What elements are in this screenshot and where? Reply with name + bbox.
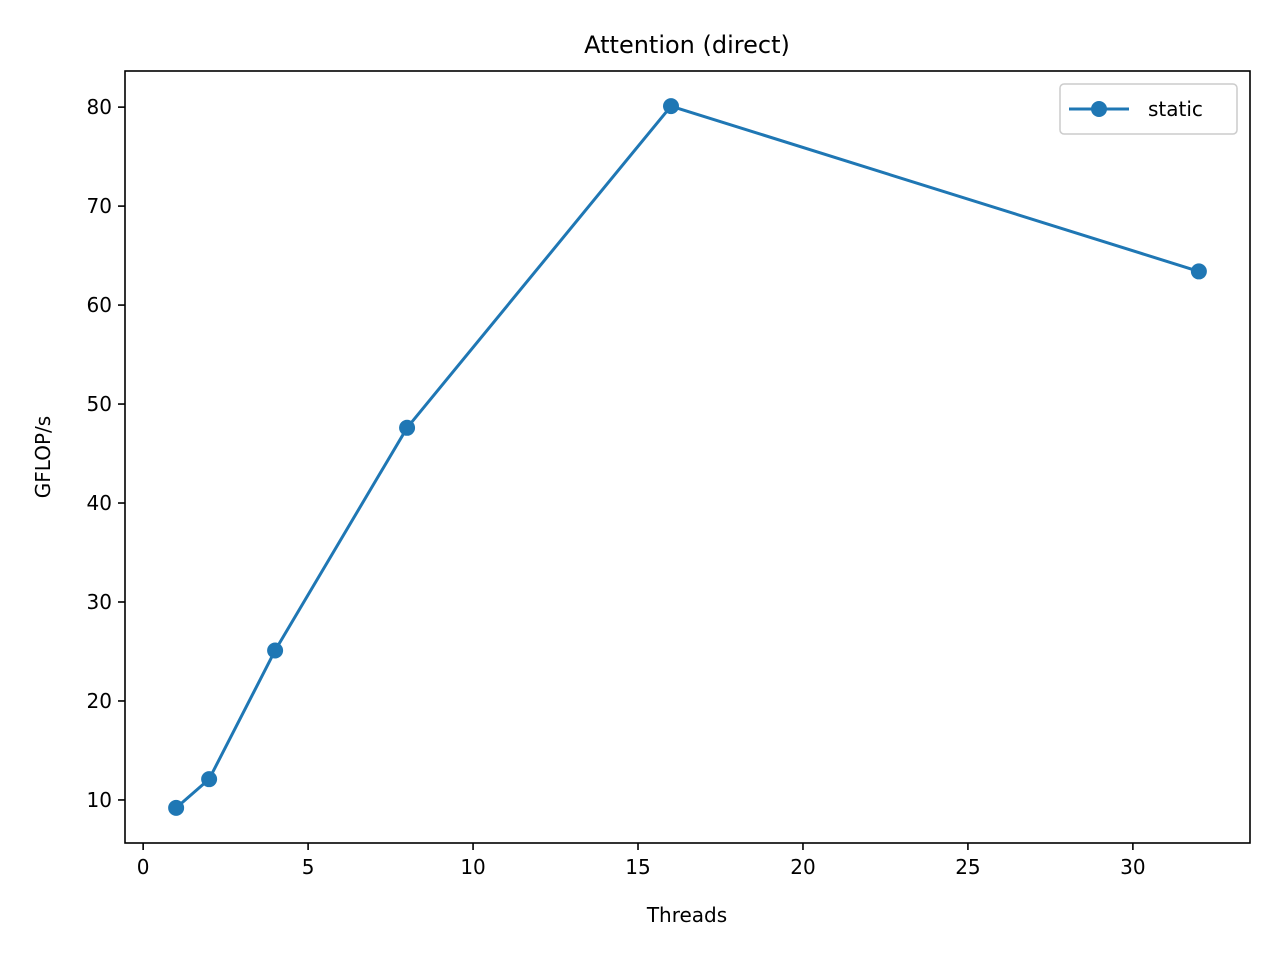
y-tick-label: 10 [87,788,112,812]
data-point [663,98,680,115]
x-tick-label: 15 [625,855,650,879]
y-tick-label: 30 [87,590,112,614]
y-tick-label: 20 [87,689,112,713]
x-tick-label: 20 [790,855,815,879]
plot-area: 0 5 10 15 20 25 30 10 20 30 40 50 60 70 80 [87,70,1251,879]
legend: static [1059,83,1238,135]
axes-frame [124,70,1251,844]
x-tick-label: 5 [302,855,315,879]
legend-label-static: static [1148,97,1203,121]
data-point [201,771,218,788]
y-tick-label: 50 [87,392,112,416]
x-tick-label: 0 [137,855,150,879]
y-tick-label: 40 [87,491,112,515]
x-tick-label: 25 [955,855,980,879]
data-point [399,419,416,436]
legend-box [1059,83,1238,135]
data-point [168,799,185,816]
x-axis-title: Threads [646,903,727,927]
y-tick-label: 80 [87,95,112,119]
chart-title: Attention (direct) [584,31,790,59]
data-point [267,642,284,659]
x-tick-label: 10 [460,855,485,879]
y-tick-label: 70 [87,194,112,218]
y-axis-title: GFLOP/s [31,416,55,498]
y-tick-label: 60 [87,293,112,317]
x-tick-label: 30 [1120,855,1145,879]
legend-marker-static [1091,101,1107,117]
data-point [1190,263,1207,280]
